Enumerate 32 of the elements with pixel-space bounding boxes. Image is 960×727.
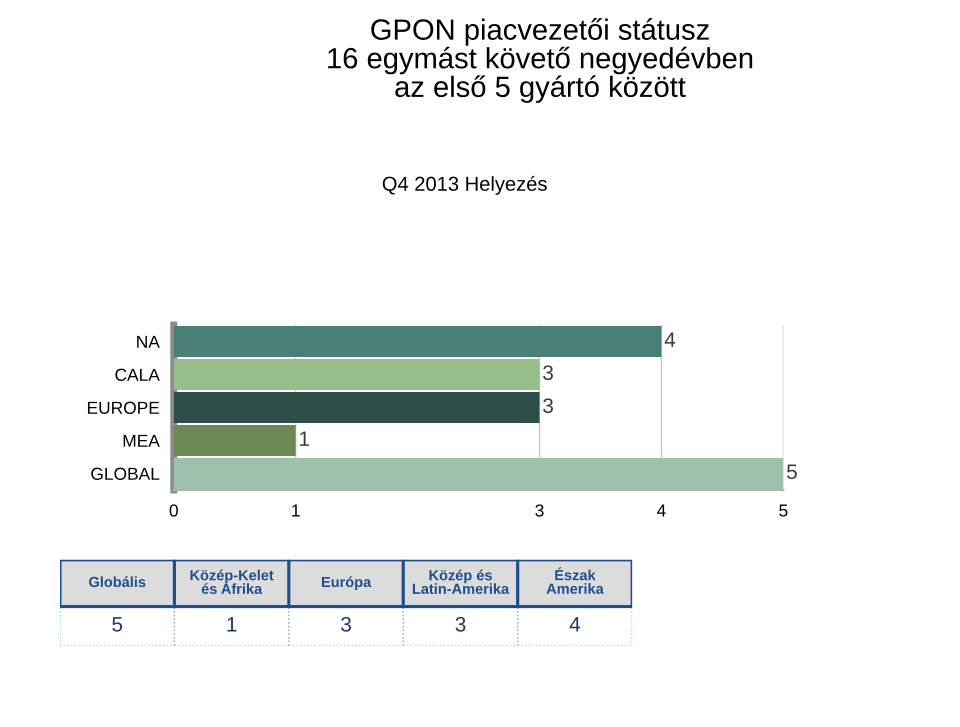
bar: [174, 326, 662, 357]
data-label: 5: [786, 464, 797, 480]
y-tick-label: NA: [137, 336, 160, 348]
category-label: Közép-Kelet és Afrika: [190, 570, 274, 594]
data-label: 3: [456, 616, 466, 632]
x-tick-label: 1: [292, 504, 300, 516]
bar: [174, 458, 784, 490]
data-label: 3: [543, 365, 553, 380]
data-label: 5: [112, 617, 122, 632]
category-label: Észak Amerika: [546, 567, 604, 594]
chart-subtitle: Q4 2013 Helyezés: [382, 176, 547, 195]
data-label: 3: [341, 616, 351, 632]
category-label: Közép és Latin-Amerika: [412, 570, 510, 594]
bar: [174, 424, 296, 456]
data-label: 4: [570, 617, 580, 632]
data-label: 1: [227, 617, 236, 632]
category-label: Globális: [89, 576, 146, 588]
x-tick-label: 4: [657, 504, 666, 516]
y-tick-label: GLOBAL: [91, 468, 160, 480]
x-tick-label: 3: [535, 504, 544, 517]
x-tick-label: 0: [170, 504, 178, 517]
y-tick-label: CALA: [115, 368, 160, 381]
data-label: 4: [664, 332, 676, 347]
y-tick-label: EUROPE: [88, 402, 160, 414]
data-label: 1: [300, 432, 310, 446]
category-label: Európa: [322, 576, 372, 590]
chart-title: GPON piacvezetői státusz 16 egymást követő negyedévben az első 5 gyártó között: [328, 18, 752, 103]
x-tick-label: 5: [779, 504, 788, 517]
bar: [174, 358, 540, 390]
data-label: 3: [543, 398, 553, 414]
bar: [174, 392, 540, 423]
y-tick-label: MEA: [124, 434, 160, 447]
